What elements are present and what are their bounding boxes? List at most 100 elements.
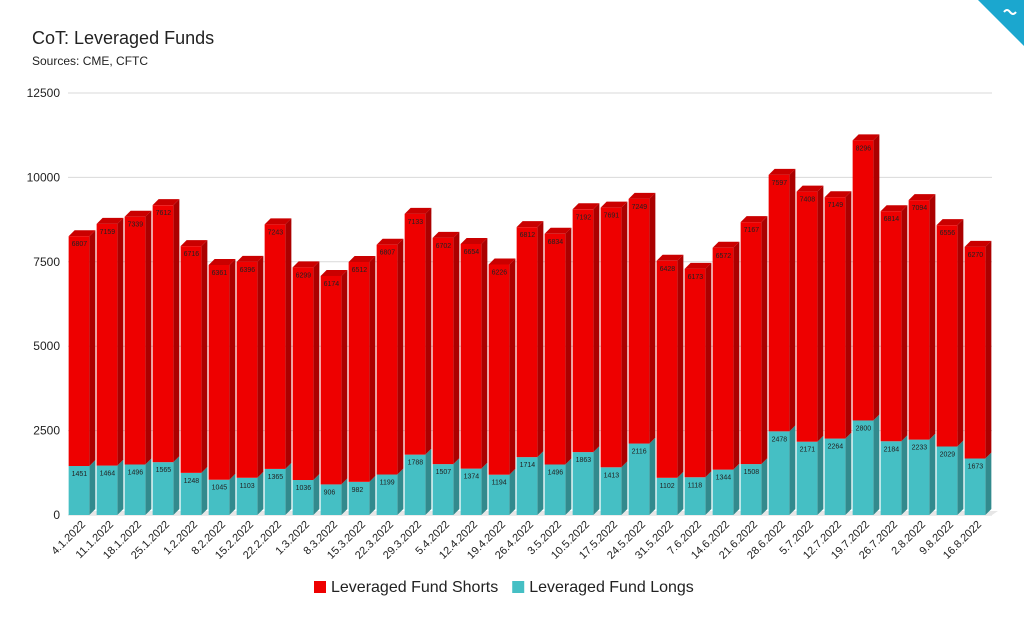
bar-shorts [628,192,656,444]
data-label-longs: 1103 [240,483,255,490]
data-label-shorts: 6396 [240,267,256,274]
data-label-longs: 2800 [856,425,872,432]
bar-shorts [936,219,964,447]
bar-longs [740,458,768,515]
bar-shorts [152,199,180,463]
data-label-longs: 1714 [520,462,536,469]
bar-shorts [68,230,96,467]
bar-shorts [236,255,264,478]
data-label-longs: 906 [324,489,336,496]
data-label-shorts: 6807 [380,250,396,257]
data-label-shorts: 7149 [828,202,844,209]
data-label-longs: 1248 [184,478,200,485]
bar-shorts [320,269,348,485]
bar-longs [124,458,152,515]
y-tick-label: 12500 [27,86,61,100]
data-label-shorts: 7612 [156,210,172,217]
bar-longs [684,471,712,515]
legend-swatch [512,581,525,593]
bar-shorts [264,218,292,469]
bar-shorts [852,134,880,421]
bars: 1451 6807 1464 7159 1496 7339 1565 7612 1248 6716… [68,134,992,515]
chart-title: CoT: Leveraged Funds [32,28,215,48]
data-label-longs: 1496 [548,469,564,476]
data-label-longs: 2264 [828,444,844,451]
data-label-shorts: 8296 [856,145,872,152]
y-tick-label: 2500 [33,424,60,438]
data-label-shorts: 6556 [940,230,956,237]
data-label-longs: 1788 [408,460,424,467]
data-label-shorts: 6814 [884,216,900,223]
data-label-shorts: 7094 [912,205,928,212]
data-label-longs: 982 [352,487,364,494]
data-label-shorts: 6361 [212,270,228,277]
legend: Leveraged Fund Shorts Leveraged Fund Long… [314,579,694,596]
data-label-shorts: 6572 [716,253,732,260]
bar-longs [320,478,348,515]
legend-swatch [314,581,326,593]
bar-shorts [656,254,684,478]
bar-shorts [488,258,516,475]
bar-longs [264,462,292,515]
data-label-longs: 2171 [800,447,816,454]
bar-longs [208,473,236,515]
bar-longs [460,462,488,515]
bar-longs [600,461,628,515]
bar-longs [96,459,124,515]
data-label-shorts: 7159 [100,229,116,236]
data-label-shorts: 7243 [268,229,284,236]
data-label-shorts: 6226 [492,270,508,277]
data-label-longs: 1673 [968,464,984,471]
bar-longs [656,471,684,515]
bar-longs [936,440,964,515]
data-label-shorts: 6299 [296,272,312,279]
bar-shorts [124,210,152,465]
data-label-longs: 1199 [380,480,395,487]
data-label-longs: 1045 [212,485,228,492]
data-label-longs: 1194 [492,480,507,487]
bar-longs [488,468,516,515]
bar-longs [712,463,740,515]
y-tick-label: 0 [53,508,60,522]
bar-shorts [824,191,852,439]
bar-longs [180,466,208,515]
bar-longs [348,475,376,515]
bar-longs [796,435,824,515]
bar-longs [544,458,572,515]
data-label-shorts: 7133 [408,219,424,226]
bar-shorts [880,205,908,442]
data-label-longs: 1036 [296,485,312,492]
bar-longs [68,460,96,515]
bar-longs [152,456,180,515]
y-tick-label: 10000 [27,170,61,184]
data-label-longs: 1118 [688,482,703,489]
bar-shorts [376,238,404,475]
data-label-shorts: 7192 [576,214,592,221]
bar-shorts [292,261,320,481]
bar-shorts [572,203,600,453]
y-tick-label: 5000 [33,339,60,353]
data-label-shorts: 6834 [548,239,564,246]
bar-shorts [796,185,824,442]
bar-longs [292,474,320,515]
data-label-longs: 1365 [268,474,284,481]
data-label-longs: 1102 [660,483,675,490]
data-label-longs: 2184 [884,446,900,453]
bar-shorts [684,262,712,478]
data-label-shorts: 6716 [184,251,200,258]
data-label-longs: 1508 [744,469,760,476]
bar-longs [404,448,432,515]
bar-shorts [964,240,992,459]
data-label-longs: 2029 [940,452,956,459]
bar-shorts [600,201,628,468]
data-label-longs: 1451 [72,471,88,478]
data-label-shorts: 6428 [660,266,676,273]
bar-longs [628,437,656,515]
bar-longs [908,433,936,515]
bar-longs [236,471,264,515]
bar-shorts [544,227,572,465]
data-label-shorts: 6173 [688,274,704,281]
y-tick-label: 7500 [33,255,60,269]
bar-shorts [460,237,488,469]
legend-label: Leveraged Fund Longs [529,579,694,596]
